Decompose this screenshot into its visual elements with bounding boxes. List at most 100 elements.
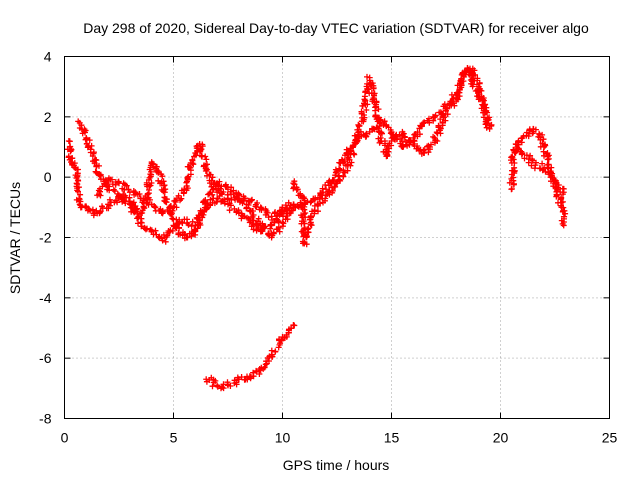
x-tick-label: 5 xyxy=(170,430,178,446)
data-trace xyxy=(90,156,103,179)
x-tick-label: 20 xyxy=(493,430,509,446)
data-trace xyxy=(64,138,76,163)
data-trace xyxy=(268,334,288,360)
data-trace xyxy=(202,165,222,194)
data-point xyxy=(290,201,297,208)
y-tick-label: 2 xyxy=(44,109,52,125)
data-point xyxy=(475,83,482,90)
data-trace xyxy=(183,148,201,194)
data-trace xyxy=(140,195,153,208)
data-trace xyxy=(411,120,426,140)
plot-frame xyxy=(64,56,610,419)
gridlines xyxy=(64,56,610,419)
data-point xyxy=(560,189,567,196)
data-trace xyxy=(171,186,188,211)
series-D xyxy=(290,65,495,248)
data-trace xyxy=(324,178,341,198)
data-trace xyxy=(344,129,362,169)
data-trace xyxy=(203,374,219,390)
data-trace xyxy=(69,160,78,171)
data-point xyxy=(279,219,286,226)
data-point xyxy=(294,186,301,193)
data-trace xyxy=(506,147,519,192)
data-trace xyxy=(75,118,90,142)
y-tick-label: 4 xyxy=(44,49,52,65)
data-trace xyxy=(322,166,339,189)
chart-title: Day 298 of 2020, Sidereal Day-to-day VTE… xyxy=(83,20,589,36)
data-point xyxy=(290,321,297,328)
data-trace xyxy=(525,156,539,169)
data-trace xyxy=(540,143,555,172)
x-tick-label: 0 xyxy=(61,430,69,446)
data-trace xyxy=(197,190,216,215)
data-trace xyxy=(279,199,298,215)
data-trace xyxy=(248,220,262,234)
x-axis-label: GPS time / hours xyxy=(283,457,390,473)
data-trace xyxy=(314,192,329,209)
data-points xyxy=(64,65,569,392)
data-trace xyxy=(160,223,177,245)
data-trace xyxy=(142,160,157,201)
data-point xyxy=(554,186,561,193)
x-tick-label: 25 xyxy=(602,430,618,446)
data-point xyxy=(268,213,275,220)
data-point xyxy=(126,189,133,196)
data-trace xyxy=(553,185,567,198)
data-trace xyxy=(430,111,451,144)
data-trace xyxy=(204,195,220,211)
data-trace xyxy=(520,126,536,140)
data-trace xyxy=(179,229,188,242)
data-trace xyxy=(354,102,370,135)
data-trace xyxy=(191,211,207,234)
y-tick-label: -6 xyxy=(39,350,52,366)
data-trace xyxy=(268,219,286,239)
data-trace xyxy=(468,65,483,87)
data-trace xyxy=(93,203,112,217)
data-trace xyxy=(130,188,144,202)
data-trace xyxy=(215,187,231,203)
y-axis-label: SDTVAR / TECUs xyxy=(7,182,23,294)
axes: 0 5 10 15 20 25 -8 -6 -4 -2 0 2 4 xyxy=(39,49,617,446)
data-trace xyxy=(196,141,210,170)
series-F xyxy=(506,125,569,229)
data-trace xyxy=(548,178,562,190)
data-trace xyxy=(115,179,132,193)
data-trace xyxy=(238,210,254,224)
data-trace xyxy=(537,131,549,150)
data-trace xyxy=(171,216,183,238)
data-trace xyxy=(281,322,298,341)
data-trace xyxy=(153,168,169,193)
data-point xyxy=(486,122,493,129)
data-trace xyxy=(383,140,395,158)
data-trace xyxy=(369,95,385,142)
data-trace xyxy=(558,204,569,227)
series-G xyxy=(512,140,567,198)
y-tick-label: -8 xyxy=(39,411,52,427)
y-tick-label: -4 xyxy=(39,290,52,306)
data-trace xyxy=(300,221,315,248)
data-trace xyxy=(148,227,165,242)
data-trace xyxy=(481,109,495,128)
data-trace xyxy=(247,367,263,382)
data-trace xyxy=(82,136,97,157)
data-point xyxy=(410,134,417,141)
series-C xyxy=(94,140,298,221)
data-point xyxy=(89,153,96,160)
data-trace xyxy=(95,178,110,199)
data-trace xyxy=(539,167,554,178)
y-tick-label: 0 xyxy=(44,169,52,185)
data-point xyxy=(159,237,166,244)
data-trace xyxy=(518,150,534,162)
data-trace xyxy=(399,130,418,145)
data-point xyxy=(312,195,319,202)
data-trace xyxy=(159,203,174,215)
data-trace xyxy=(280,210,294,227)
data-trace xyxy=(193,142,201,154)
data-trace xyxy=(215,178,230,192)
x-tick-label: 10 xyxy=(275,430,291,446)
x-tick-label: 15 xyxy=(384,430,400,446)
data-trace xyxy=(72,166,84,205)
data-trace xyxy=(256,206,272,221)
data-point xyxy=(560,222,567,229)
